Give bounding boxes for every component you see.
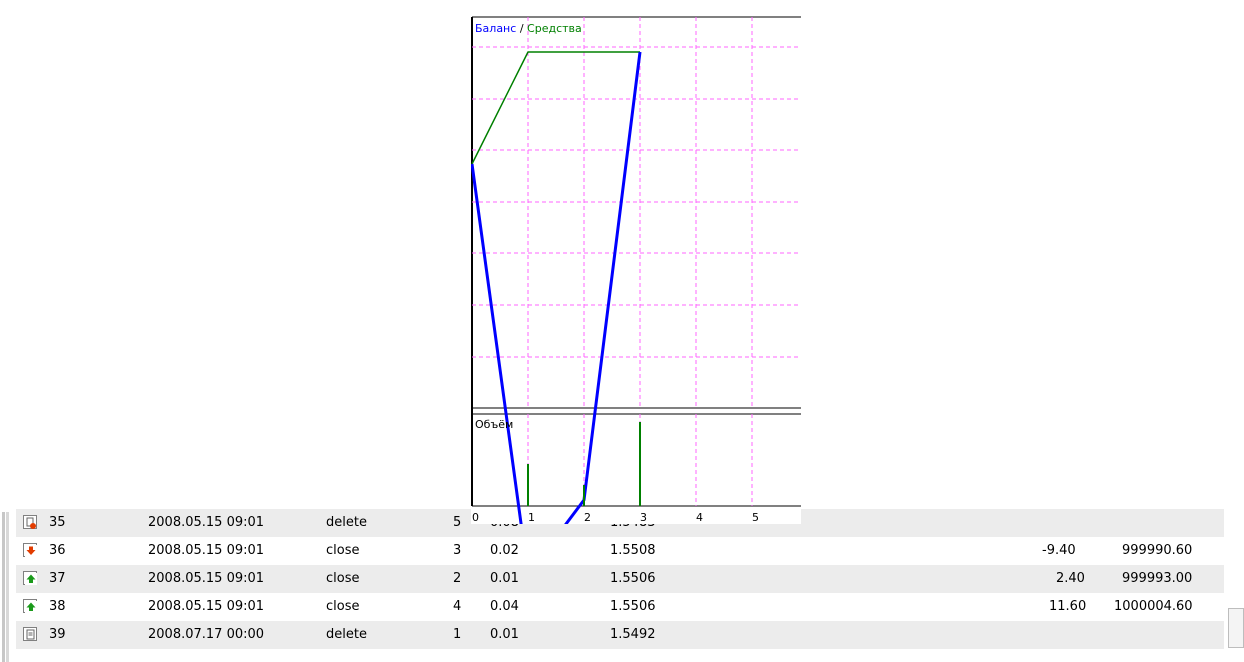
row-volume: 0.01: [490, 571, 519, 586]
legend-separator: /: [519, 22, 524, 35]
row-profit: -9.40: [1042, 543, 1076, 558]
row-balance: 999990.60: [1122, 543, 1193, 558]
sell-order-icon: [23, 543, 37, 557]
row-price: 1.5508: [610, 543, 656, 558]
balance-chart-popup: Баланс / Средства Объём 0 1 2 3 4 5: [471, 16, 801, 524]
row-time: 2008.05.15 09:01: [148, 543, 265, 558]
row-number: 37: [49, 571, 66, 586]
row-number: 38: [49, 599, 66, 614]
row-volume: 0.04: [490, 599, 519, 614]
x-tick-label: 5: [752, 511, 759, 524]
row-order: 4: [453, 599, 462, 614]
chart-legend: Баланс / Средства: [475, 22, 582, 35]
legend-balance: Баланс: [475, 22, 517, 35]
balance-series-line: [471, 51, 642, 524]
row-balance: 1000004.60: [1114, 599, 1193, 614]
row-order: 1: [453, 627, 462, 642]
row-profit: 2.40: [1056, 571, 1085, 586]
x-tick-label: 2: [584, 511, 591, 524]
buy-order-icon: [23, 599, 37, 613]
row-balance: 999993.00: [1122, 571, 1193, 586]
x-tick-label: 3: [640, 511, 647, 524]
row-price: 1.5492: [610, 627, 656, 642]
row-type: delete: [326, 515, 367, 530]
row-volume: 0.02: [490, 543, 519, 558]
report-table: 35 2008.05.15 09:01 delete 5 0.08 1.5483…: [0, 509, 1244, 662]
window-left-border: [0, 512, 16, 662]
buy-order-icon: [23, 571, 37, 585]
table-row[interactable]: 38 2008.05.15 09:01 close 4 0.04 1.5506 …: [16, 593, 1224, 621]
row-type: close: [326, 599, 360, 614]
row-time: 2008.05.15 09:01: [148, 599, 265, 614]
row-number: 36: [49, 543, 66, 558]
row-time: 2008.07.17 00:00: [148, 627, 265, 642]
row-time: 2008.05.15 09:01: [148, 515, 265, 530]
row-order: 3: [453, 543, 462, 558]
row-price: 1.5506: [610, 599, 656, 614]
row-type: close: [326, 571, 360, 586]
row-order: 5: [453, 515, 462, 530]
order-icon: [23, 627, 37, 641]
row-order: 2: [453, 571, 462, 586]
row-number: 39: [49, 627, 66, 642]
table-row[interactable]: 39 2008.07.17 00:00 delete 1 0.01 1.5492: [16, 621, 1224, 649]
legend-equity: Средства: [527, 22, 582, 35]
row-price: 1.5506: [610, 571, 656, 586]
row-number: 35: [49, 515, 66, 530]
equity-series-line: [471, 51, 640, 165]
table-row[interactable]: 37 2008.05.15 09:01 close 2 0.01 1.5506 …: [16, 565, 1224, 593]
x-tick-label: 0: [472, 511, 479, 524]
x-tick-label: 1: [528, 511, 535, 524]
order-deleted-icon: [23, 515, 37, 529]
balance-chart-canvas: [471, 16, 801, 524]
x-tick-label: 4: [696, 511, 703, 524]
row-profit: 11.60: [1049, 599, 1087, 614]
row-volume: 0.01: [490, 627, 519, 642]
row-time: 2008.05.15 09:01: [148, 571, 265, 586]
vertical-scrollbar-thumb[interactable]: [1228, 608, 1244, 648]
row-type: delete: [326, 627, 367, 642]
row-type: close: [326, 543, 360, 558]
volume-label: Объём: [475, 418, 514, 431]
table-row[interactable]: 36 2008.05.15 09:01 close 3 0.02 1.5508 …: [16, 537, 1224, 565]
